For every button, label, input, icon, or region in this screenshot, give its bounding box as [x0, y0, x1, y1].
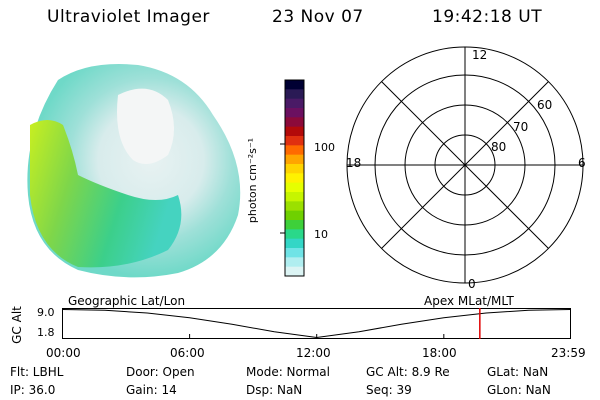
- auroral-image: [27, 64, 241, 278]
- colorbar-segment: [285, 98, 304, 109]
- footer-gain: Gain: 14: [126, 383, 177, 397]
- colorbar-segment: [285, 210, 304, 221]
- footer-ip: IP: 36.0: [10, 383, 56, 397]
- timeline-plot: [62, 308, 571, 339]
- footer-dsp: Dsp: NaN: [246, 383, 303, 397]
- footer-flt: Flt: LBHL: [10, 365, 64, 379]
- colorbar-segment: [285, 136, 304, 146]
- gc-alt-line: [62, 309, 571, 339]
- colorbar-segment: [285, 164, 304, 174]
- colorbar-segment: [285, 173, 304, 184]
- colorbar: [280, 79, 305, 277]
- time-label: 19:42:18 UT: [432, 7, 543, 27]
- colorbar-segment: [285, 182, 304, 193]
- colorbar-segment: [285, 154, 304, 165]
- colorbar-segment: [285, 257, 304, 268]
- colorbar-tick-100: 100: [314, 141, 335, 154]
- colorbar-segment: [285, 80, 304, 90]
- mlt-label-12: 12: [472, 48, 488, 62]
- lat-label-70: 70: [513, 120, 529, 134]
- lat-label-80: 80: [491, 140, 507, 154]
- footer-seq: Seq: 39: [366, 383, 412, 397]
- timeline-xtick-1: 06:00: [170, 346, 205, 360]
- timeline-xtick-4: 23:59: [551, 346, 586, 360]
- footer-glon: GLon: NaN: [487, 383, 551, 397]
- colorbar-segment: [285, 145, 304, 156]
- colorbar-segment: [285, 238, 304, 249]
- aurora-green-band: [30, 120, 182, 268]
- colorbar-segment: [285, 220, 304, 230]
- colorbar-segment: [285, 126, 304, 137]
- instrument-title: Ultraviolet Imager: [47, 7, 210, 27]
- colorbar-segment: [285, 108, 304, 118]
- colorbar-segment: [285, 266, 304, 277]
- colorbar-segment: [285, 89, 304, 100]
- lat-label-60: 60: [537, 98, 553, 112]
- footer-gcalt: GC Alt: 8.9 Re: [366, 365, 450, 379]
- date-label: 23 Nov 07: [272, 7, 364, 27]
- colorbar-segment: [285, 192, 304, 202]
- footer-mode: Mode: Normal: [246, 365, 330, 379]
- footer-glat: GLat: NaN: [487, 365, 549, 379]
- mlt-label-6: 6: [578, 156, 586, 170]
- timeline-title-right: Apex MLat/MLT: [424, 294, 514, 308]
- colorbar-segment: [285, 229, 304, 240]
- timeline-ylabel: GC Alt: [9, 306, 24, 344]
- timeline-title-left: Geographic Lat/Lon: [68, 294, 186, 308]
- timeline-ytick-top: 9.0: [37, 306, 55, 319]
- timeline-xtick-3: 18:00: [422, 346, 457, 360]
- meridian-diag-2: [381, 81, 549, 249]
- timeline-xtick-0: 00:00: [46, 346, 81, 360]
- polar-plot: [346, 46, 584, 284]
- polar-cap-bright: [117, 88, 174, 164]
- mlt-label-0: 0: [468, 277, 476, 291]
- mlt-label-18: 18: [346, 156, 362, 170]
- footer-door: Door: Open: [126, 365, 195, 379]
- colorbar-tick-10: 10: [314, 228, 328, 241]
- colorbar-segment: [285, 248, 304, 258]
- colorbar-segment: [285, 117, 304, 128]
- timeline-xtick-2: 12:00: [296, 346, 331, 360]
- colorbar-segment: [285, 201, 304, 212]
- timeline-ytick-bottom: 1.8: [37, 326, 55, 339]
- colorbar-label: photon cm⁻²s⁻¹: [246, 137, 260, 224]
